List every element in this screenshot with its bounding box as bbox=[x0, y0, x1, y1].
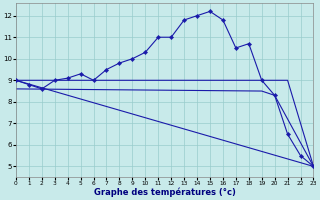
X-axis label: Graphe des températures (°c): Graphe des températures (°c) bbox=[94, 188, 236, 197]
